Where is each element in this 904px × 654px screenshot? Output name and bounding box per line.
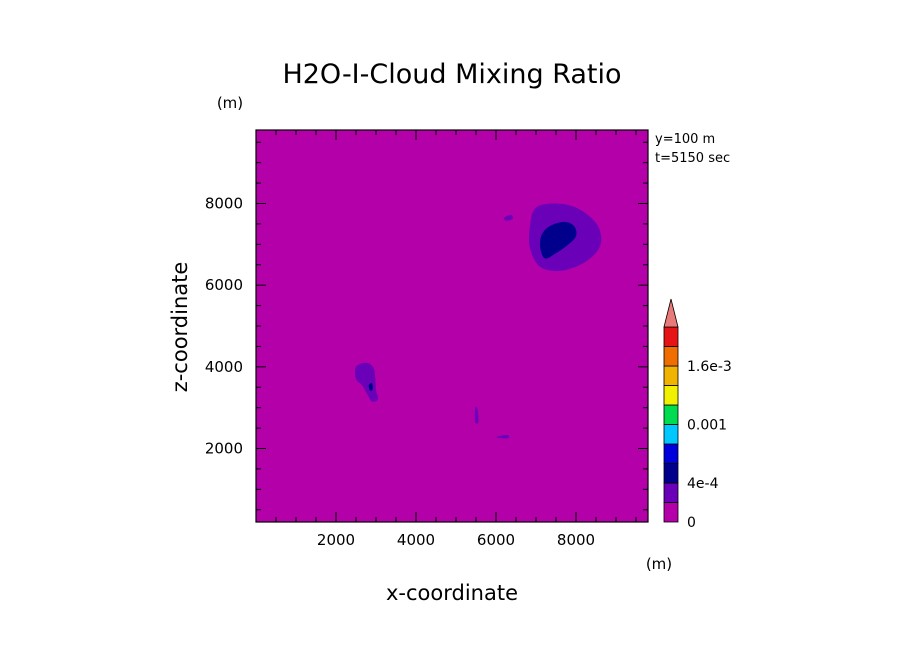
colorbar-tick-label: 4e-4 — [687, 476, 719, 492]
y-tick-label: 8000 — [205, 195, 243, 213]
y-unit-label: (m) — [217, 94, 243, 112]
colorbar-tick-label: 0 — [687, 515, 696, 531]
contour-region-5 — [496, 434, 510, 439]
colorbar: 0 4e-4 0.001 1.6e-3 — [663, 298, 732, 531]
colorbar-swatch-2 — [663, 463, 679, 484]
colorbar-swatch-7 — [663, 365, 679, 386]
contour-region-3 — [368, 383, 373, 391]
colorbar-swatch-4 — [663, 424, 679, 445]
colorbar-swatch-9 — [663, 326, 679, 347]
contour-region-2 — [354, 362, 379, 402]
colorbar-swatch-0 — [663, 502, 679, 523]
y-tick-label: 6000 — [205, 276, 243, 294]
y-tick-label: 2000 — [205, 440, 243, 458]
annotation-t: t=5150 sec — [655, 151, 730, 166]
colorbar-tick-label: 1.6e-3 — [687, 359, 732, 375]
contour-region-6 — [503, 214, 514, 221]
plot-area: 2000 4000 6000 8000 2000 4000 6000 8000 — [205, 129, 649, 549]
colorbar-tick-label: 0.001 — [687, 418, 727, 434]
colorbar-swatch-5 — [663, 404, 679, 425]
contour-region-1 — [540, 221, 577, 259]
x-axis-label: x-coordinate — [386, 581, 518, 605]
plot-background — [256, 130, 648, 522]
colorbar-extend-arrow — [663, 298, 679, 328]
annotation-y: y=100 m — [655, 132, 715, 147]
colorbar-swatch-1 — [663, 482, 679, 503]
x-tick-label: 6000 — [477, 531, 515, 549]
colorbar-swatch-8 — [663, 346, 679, 367]
x-tick-label: 8000 — [557, 531, 595, 549]
colorbar-swatch-6 — [663, 385, 679, 406]
y-tick-label: 4000 — [205, 358, 243, 376]
x-tick-label: 2000 — [317, 531, 355, 549]
x-tick-label: 4000 — [397, 531, 435, 549]
colorbar-swatch-3 — [663, 443, 679, 464]
x-unit-label: (m) — [646, 555, 672, 573]
contour-region-4 — [474, 406, 479, 424]
chart-title: H2O-I-Cloud Mixing Ratio — [282, 59, 621, 90]
y-axis-label: z-coordinate — [168, 262, 192, 393]
